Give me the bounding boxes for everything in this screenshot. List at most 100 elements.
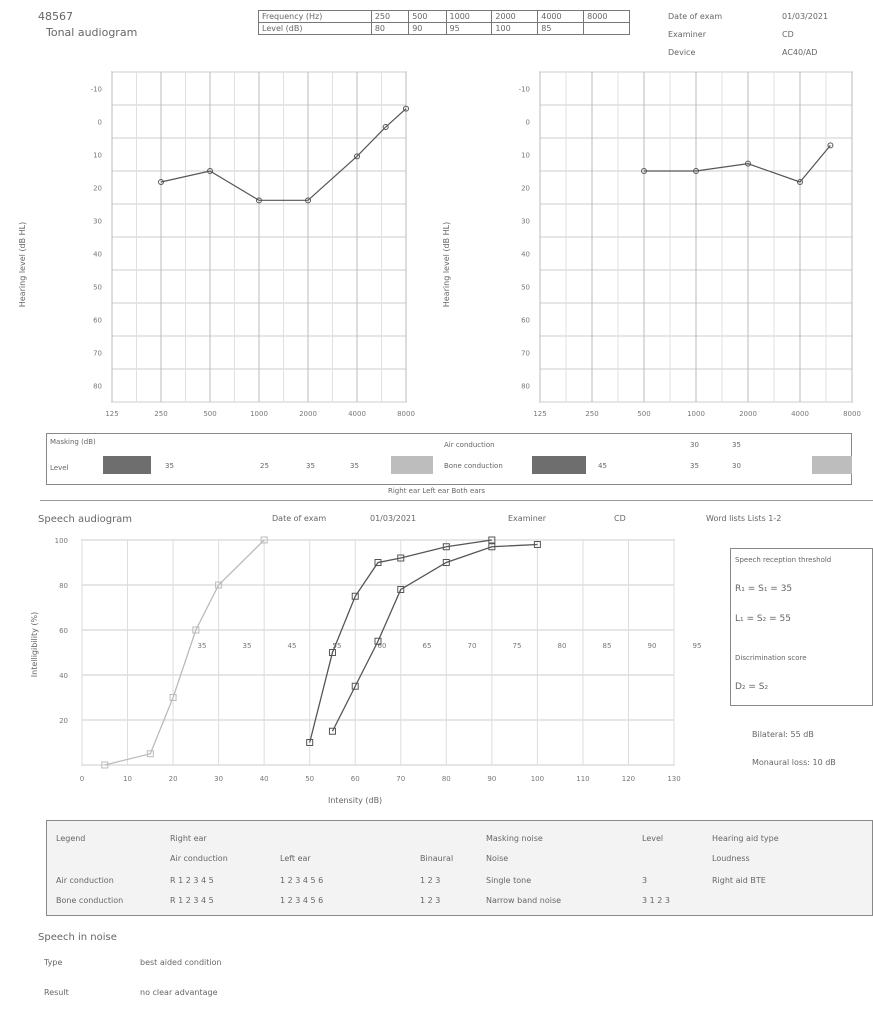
left-audiogram-ytick: -10 (91, 86, 102, 94)
speech-frame (81, 539, 675, 766)
right-audiogram-data-point (693, 168, 699, 174)
speech-examiner-label: Examiner (508, 514, 546, 523)
right-audiogram-ytick: 60 (521, 317, 530, 325)
footer-line1-label: Type (44, 958, 63, 967)
left-audiogram-xtick: 2000 (299, 410, 317, 418)
left-audiogram-data-point (305, 197, 311, 204)
left-audiogram-data-point (354, 153, 360, 160)
footer-line2-value: no clear advantage (140, 988, 218, 997)
bt-h-2: Left ear (280, 854, 311, 863)
right-audiogram-ytick: 20 (521, 185, 530, 193)
bt-h-1: Right ear (170, 834, 207, 843)
speech-xtick: 110 (576, 775, 589, 783)
speech-ytick: 60 (59, 627, 68, 635)
left-audiogram-ytick: 0 (98, 119, 102, 127)
device-value: AC40/AD (782, 48, 818, 57)
speech-examiner-value: CD (614, 514, 626, 523)
left-audiogram-ytick: 80 (93, 383, 102, 391)
right-air-val: 30 (690, 441, 699, 449)
bt-row: 1 2 3 4 5 6 (280, 876, 324, 885)
left-audiogram-ytick: 70 (93, 350, 102, 358)
speech-midrow-value: 35 (198, 642, 207, 650)
bt-h-6: Hearing aid type (712, 834, 779, 843)
speech-data-point (351, 592, 359, 600)
speech-midrow-value: 65 (423, 642, 432, 650)
speech-ylabel: Intelligibility (%) (30, 611, 40, 678)
speech-data-point (260, 536, 268, 544)
right-audiogram-ytick: 80 (521, 383, 530, 391)
speech-data-point (351, 682, 359, 690)
speech-data-point (488, 543, 496, 551)
device-label: Device (668, 48, 696, 57)
examiner-label: Examiner (668, 30, 706, 39)
mid-level-val: 25 (260, 462, 269, 470)
speech-ytick: 100 (55, 537, 68, 545)
bt-h-4: Masking noise (486, 834, 543, 843)
speech-data-point (442, 543, 450, 551)
speech-data-point (374, 559, 382, 566)
speech-midrow-value: 35 (243, 642, 252, 650)
left-audiogram-ytick: 20 (93, 185, 102, 193)
bt-sub-1: Air conduction (170, 854, 228, 863)
left-audiogram-ytick: 40 (93, 251, 102, 259)
left-audiogram-ytick: 50 (93, 284, 102, 292)
mid-table-dark-cell-right (532, 456, 586, 474)
right-audiogram-xtick: 250 (585, 410, 598, 418)
right-audiogram-ytick: 50 (521, 284, 530, 292)
right-air-val: 35 (732, 441, 741, 449)
header-frequency-table: Frequency (Hz) 250 500 1000 2000 4000 80… (258, 10, 630, 35)
level-val: 90 (408, 22, 447, 35)
speech-ytick: 20 (59, 717, 68, 725)
right-audiogram-ytick: 70 (521, 350, 530, 358)
speech-midrow-value: 55 (333, 642, 342, 650)
left-audiogram-xtick: 4000 (348, 410, 366, 418)
speech-midrow-value: 80 (558, 642, 567, 650)
bt-row: Single tone (486, 876, 532, 885)
right-bone-val: 45 (598, 462, 607, 470)
right-audiogram-xtick: 8000 (843, 410, 861, 418)
speech-xtick: 0 (80, 775, 84, 783)
left-audiogram-ytick: 60 (93, 317, 102, 325)
bt-h-0: Legend (56, 834, 86, 843)
left-audiogram-ytick: 30 (93, 218, 102, 226)
speech-note-1: Bilateral: 55 dB (752, 730, 814, 739)
bottom-table (46, 820, 873, 916)
speech-series-line (331, 543, 538, 732)
level-label: Level (50, 464, 69, 472)
footer-line1-value: best aided condition (140, 958, 222, 967)
speech-midrow-value: 60 (378, 642, 387, 650)
speech-xtick: 80 (442, 775, 451, 783)
right-audiogram-ytick: -10 (519, 86, 530, 94)
speech-xtick: 90 (487, 775, 496, 783)
air-conduction-label: Air conduction (444, 441, 495, 449)
bt-row: 1 2 3 (420, 876, 441, 885)
bt-row: 1 2 3 (420, 896, 441, 905)
mid-level-val: 35 (306, 462, 315, 470)
speech-date-label: Date of exam (272, 514, 327, 523)
speech-ytick: 40 (59, 672, 68, 680)
speech-method: Word lists Lists 1-2 (706, 514, 781, 523)
date-value: 01/03/2021 (782, 12, 829, 21)
speech-data-point (397, 586, 405, 593)
right-audiogram-xtick: 2000 (739, 410, 757, 418)
right-audiogram-ytick: 10 (521, 152, 530, 160)
left-chart-ylabel: Hearing level (dB HL) (18, 221, 28, 308)
right-chart-ylabel: Hearing level (dB HL) (442, 221, 452, 308)
speech-data-point (169, 694, 177, 701)
speech-midrow-value: 90 (648, 642, 657, 650)
speech-xlabel: Intensity (dB) (328, 796, 383, 805)
right-audiogram-data-point (827, 142, 834, 149)
speech-series-line (309, 539, 492, 743)
bt-row: 1 2 3 4 5 6 (280, 896, 324, 905)
left-audiogram-series-line (160, 108, 407, 201)
left-audiogram-data-point (256, 197, 262, 204)
mid-level-val: 35 (350, 462, 359, 470)
left-audiogram-xtick: 125 (105, 410, 118, 418)
bt-sub-5: Loudness (712, 854, 750, 863)
right-audiogram-xtick: 1000 (687, 410, 705, 418)
left-audiogram-data-point (382, 124, 389, 130)
speech-midrow-value: 85 (603, 642, 612, 650)
bt-row: Bone conduction (56, 896, 124, 905)
right-audiogram-data-point (797, 179, 803, 185)
